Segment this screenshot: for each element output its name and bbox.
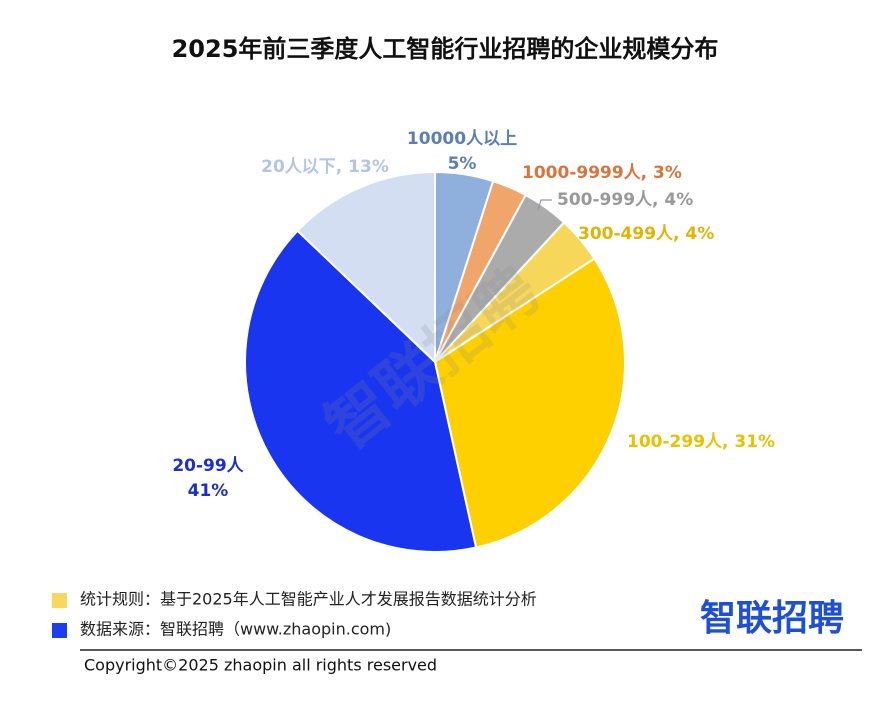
note: 统计规则：基于2025年人工智能产业人才发展报告数据统计分析 bbox=[80, 590, 537, 609]
data-label: 41% bbox=[188, 481, 229, 501]
data-labels: 10000人以上 5% 1000-9999人, 3% 500-999人, 4% 300-… bbox=[172, 129, 775, 501]
pie-slice bbox=[296, 170, 436, 365]
pie-slice bbox=[244, 229, 478, 553]
data-label: 10000人以上 bbox=[407, 129, 517, 149]
note: 数据来源：智联招聘（www.zhaopin.com) bbox=[80, 620, 391, 639]
logo: 智联招聘 bbox=[700, 598, 844, 639]
leader-line bbox=[537, 199, 552, 211]
data-label: 20人以下, 13% bbox=[261, 157, 389, 177]
data-label: 100-299人, 31% bbox=[627, 432, 775, 452]
data-label: 5% bbox=[448, 154, 477, 174]
data-label: 500-999人, 4% bbox=[557, 190, 693, 210]
pie bbox=[244, 170, 626, 553]
data-label: 1000-9999人, 3% bbox=[522, 163, 682, 183]
data-label: 20-99人 bbox=[172, 456, 244, 476]
copyright: Copyright©2025 zhaopin all rights reserv… bbox=[84, 656, 437, 675]
data-label: 300-499人, 4% bbox=[578, 224, 714, 244]
note-swatch bbox=[52, 593, 67, 608]
note-swatch bbox=[52, 623, 67, 638]
chart-title: 2025年前三季度人工智能行业招聘的企业规模分布 bbox=[172, 35, 719, 63]
pie-slice bbox=[433, 257, 626, 549]
